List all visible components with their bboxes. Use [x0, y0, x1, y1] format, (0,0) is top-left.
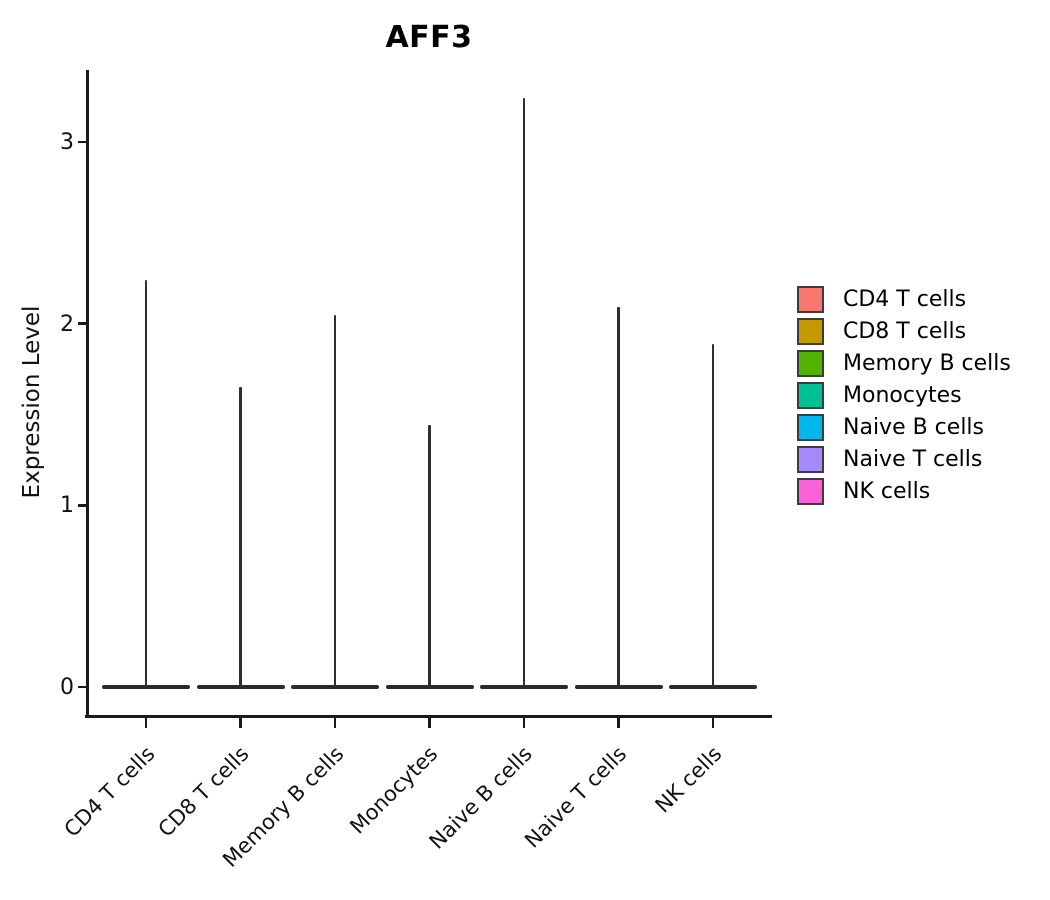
- legend-item: Naive B cells: [797, 411, 1011, 443]
- y-tick-mark: [78, 504, 87, 507]
- legend-swatch-icon: [797, 413, 824, 441]
- violin-spike-nk-cells: [711, 343, 715, 689]
- legend-swatch-icon: [797, 317, 824, 345]
- x-tick-mark: [333, 717, 337, 728]
- y-tick-mark: [78, 685, 87, 689]
- x-tick-mark: [711, 717, 715, 728]
- x-tick-label: CD4 T cells: [59, 741, 160, 842]
- legend-item: Monocytes: [797, 379, 1011, 411]
- y-tick-label: 1: [60, 493, 74, 519]
- legend-swatch-icon: [797, 349, 824, 377]
- y-tick-mark: [78, 140, 87, 144]
- violin-spike-naive-b-cells: [522, 98, 526, 689]
- violin-spike-cd4-t-cells: [144, 279, 148, 689]
- x-tick-label: Naive T cells: [520, 741, 632, 853]
- y-tick-label: 2: [60, 311, 74, 337]
- x-tick-mark: [522, 717, 526, 728]
- x-tick-label: CD8 T cells: [153, 741, 254, 842]
- legend-item: NK cells: [797, 475, 1011, 507]
- x-tick-mark: [239, 717, 242, 728]
- y-axis-line: [86, 70, 89, 718]
- y-tick-label: 0: [60, 675, 74, 700]
- x-tick-label: Monocytes: [345, 741, 443, 839]
- legend-item: CD4 T cells: [797, 283, 1011, 315]
- y-tick-label: 3: [60, 129, 74, 155]
- x-tick-label: NK cells: [650, 741, 727, 818]
- legend-item: Naive T cells: [797, 443, 1011, 475]
- legend-item: CD8 T cells: [797, 315, 1011, 347]
- legend-label: CD8 T cells: [843, 318, 967, 344]
- legend: CD4 T cells CD8 T cells Memory B cells Mono…: [797, 283, 1011, 507]
- legend-swatch-icon: [797, 381, 824, 409]
- x-tick-mark: [144, 717, 148, 728]
- violin-spike-monocytes: [428, 425, 431, 689]
- legend-swatch-icon: [797, 477, 824, 505]
- x-axis-line: [85, 715, 772, 718]
- x-tick-mark: [428, 717, 431, 728]
- x-tick-mark: [617, 717, 620, 728]
- y-tick-mark: [78, 322, 87, 325]
- legend-label: Memory B cells: [843, 350, 1011, 376]
- legend-label: NK cells: [843, 478, 931, 504]
- legend-swatch-icon: [797, 285, 824, 313]
- legend-item: Memory B cells: [797, 347, 1011, 379]
- legend-label: Naive T cells: [843, 446, 983, 472]
- legend-label: Monocytes: [843, 382, 962, 408]
- violin-spike-memory-b-cells: [333, 314, 337, 689]
- legend-label: Naive B cells: [843, 414, 985, 440]
- violin-spike-cd8-t-cells: [239, 387, 242, 689]
- legend-swatch-icon: [797, 445, 824, 473]
- violin-spike-naive-t-cells: [617, 307, 620, 689]
- chart-title: AFF3: [385, 20, 473, 55]
- x-tick-label: Naive B cells: [424, 741, 538, 854]
- legend-label: CD4 T cells: [843, 286, 967, 312]
